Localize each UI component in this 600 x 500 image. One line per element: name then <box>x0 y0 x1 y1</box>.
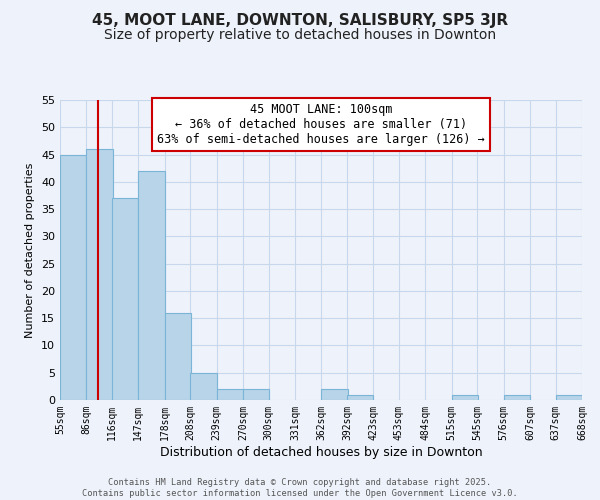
Bar <box>556 394 582 400</box>
Bar <box>86 149 113 400</box>
Bar <box>190 372 217 400</box>
Text: 45 MOOT LANE: 100sqm
← 36% of detached houses are smaller (71)
63% of semi-detac: 45 MOOT LANE: 100sqm ← 36% of detached h… <box>157 103 485 146</box>
Bar <box>165 312 191 400</box>
X-axis label: Distribution of detached houses by size in Downton: Distribution of detached houses by size … <box>160 446 482 458</box>
Text: Size of property relative to detached houses in Downton: Size of property relative to detached ho… <box>104 28 496 42</box>
Bar <box>243 389 269 400</box>
Bar <box>503 394 530 400</box>
Bar <box>217 389 243 400</box>
Text: Contains HM Land Registry data © Crown copyright and database right 2025.
Contai: Contains HM Land Registry data © Crown c… <box>82 478 518 498</box>
Text: 45, MOOT LANE, DOWNTON, SALISBURY, SP5 3JR: 45, MOOT LANE, DOWNTON, SALISBURY, SP5 3… <box>92 12 508 28</box>
Bar <box>139 171 165 400</box>
Y-axis label: Number of detached properties: Number of detached properties <box>25 162 35 338</box>
Bar <box>60 154 86 400</box>
Bar <box>347 394 373 400</box>
Bar <box>322 389 348 400</box>
Bar <box>112 198 139 400</box>
Bar <box>452 394 478 400</box>
